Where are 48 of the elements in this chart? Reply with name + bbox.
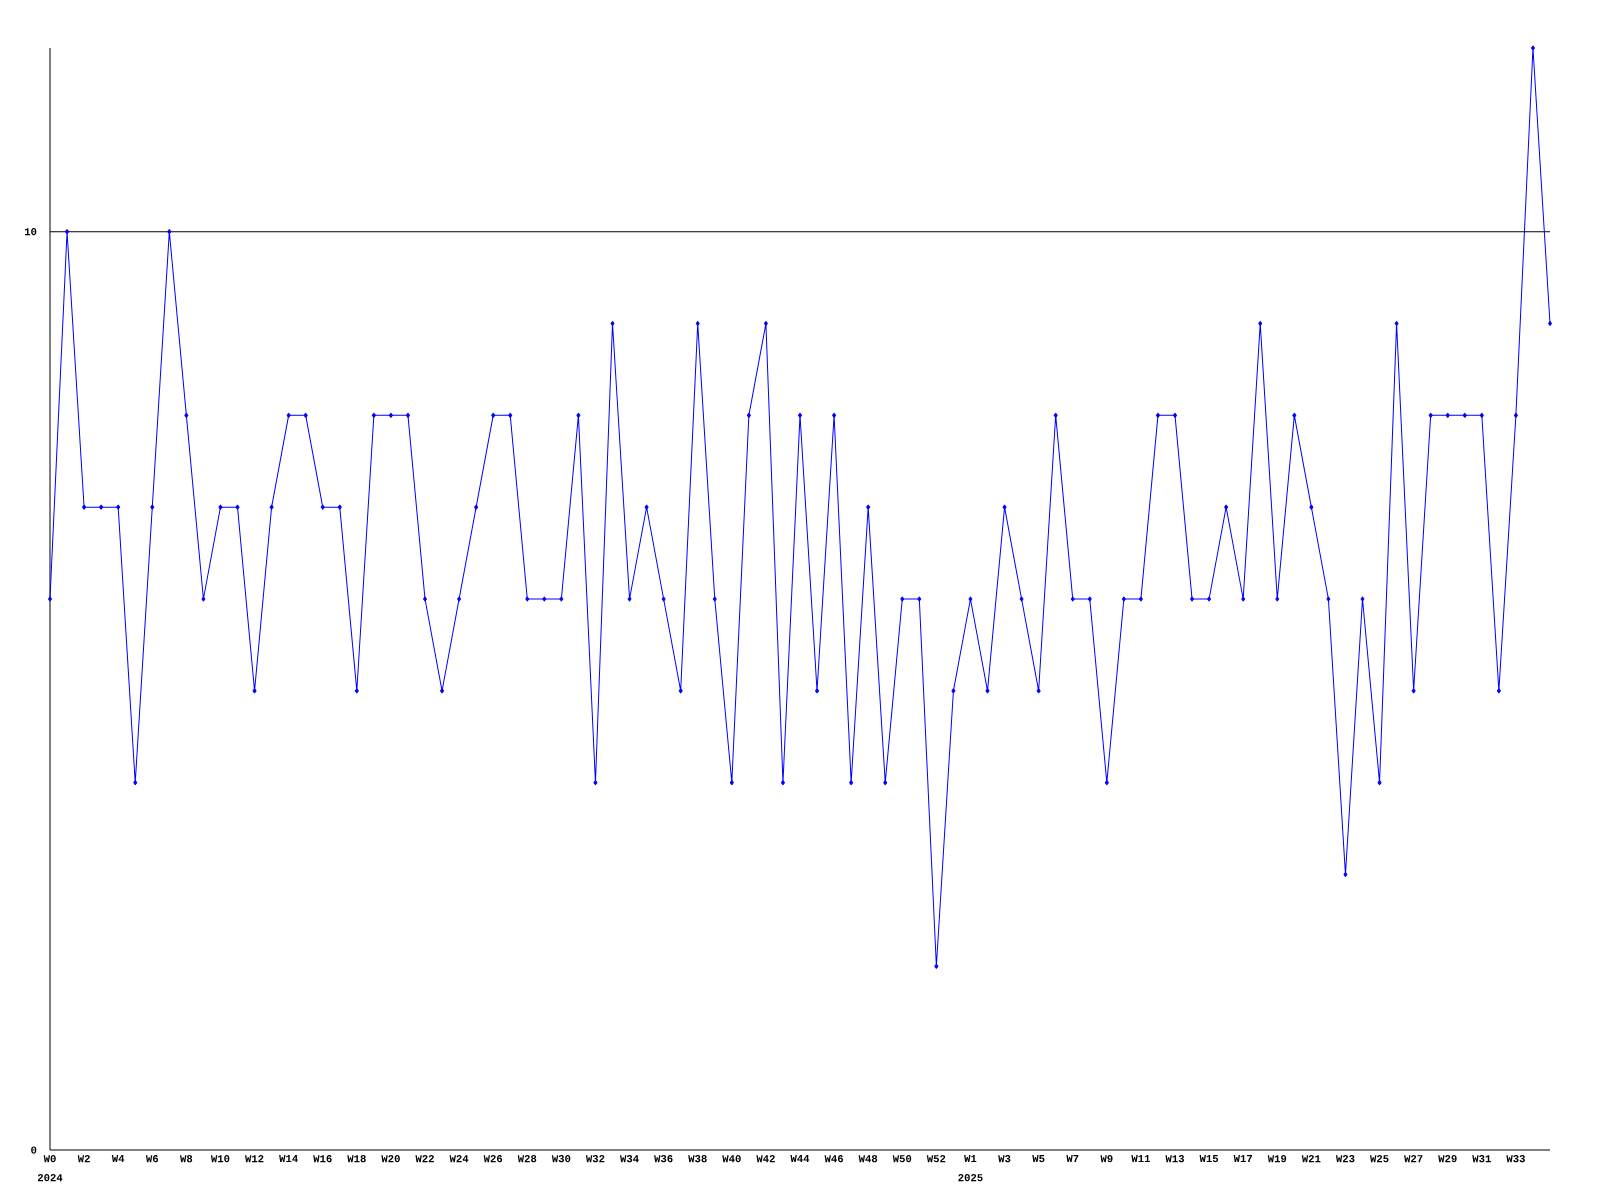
- x-tick-label: W50: [892, 1155, 912, 1163]
- x-tick-label: W24: [449, 1155, 469, 1163]
- x-tick-label: W48: [858, 1155, 878, 1163]
- x-tick-label: W7: [1066, 1155, 1079, 1163]
- x-tick-label: W27: [1404, 1155, 1423, 1163]
- text: 2024: [37, 1174, 63, 1182]
- x-tick-label: W33: [1506, 1155, 1525, 1163]
- x-tick-label: W40: [722, 1155, 741, 1163]
- x-tick-label: W4: [111, 1155, 125, 1163]
- x-tick-label: W0: [43, 1155, 56, 1163]
- text: 2025: [958, 1174, 983, 1182]
- x-tick-label: W17: [1233, 1155, 1253, 1163]
- x-tick-label: W20: [381, 1155, 400, 1163]
- x-tick-label: W31: [1472, 1155, 1491, 1163]
- x-tick-label: W18: [347, 1155, 366, 1163]
- x-tick-label: W10: [210, 1155, 230, 1163]
- x-tick-label: W9: [1100, 1155, 1113, 1163]
- x-tick-label: W13: [1165, 1155, 1185, 1163]
- y-tick-label: 0: [31, 1146, 37, 1154]
- y-tick-label: 10: [24, 228, 37, 236]
- x-tick-label: W32: [585, 1155, 605, 1163]
- x-tick-label: W12: [245, 1155, 264, 1163]
- x-tick-label: W38: [688, 1155, 707, 1163]
- x-tick-label: W11: [1131, 1155, 1150, 1163]
- x-tick-label: W34: [620, 1155, 639, 1163]
- x-tick-label: W25: [1370, 1155, 1389, 1163]
- x-tick-label: W6: [145, 1155, 159, 1163]
- x-tick-label: W14: [279, 1155, 298, 1163]
- x-tick-label: W5: [1032, 1155, 1045, 1163]
- x-tick-label: W23: [1335, 1155, 1355, 1163]
- x-tick-label: W15: [1199, 1155, 1219, 1163]
- x-tick-label: W22: [415, 1155, 434, 1163]
- x-tick-label: W36: [654, 1155, 673, 1163]
- x-tick-label: W44: [790, 1155, 810, 1163]
- x-tick-label: W26: [483, 1155, 503, 1163]
- x-tick-label: W28: [517, 1155, 537, 1163]
- x-tick-label: W8: [180, 1155, 193, 1163]
- x-tick-label: W42: [756, 1155, 775, 1163]
- x-tick-label: W52: [926, 1155, 946, 1163]
- x-tick-label: W3: [998, 1155, 1011, 1163]
- x-tick-label: W2: [77, 1155, 90, 1163]
- x-tick-label: W1: [964, 1155, 977, 1163]
- x-tick-label: W29: [1438, 1155, 1457, 1163]
- x-tick-label: W46: [824, 1155, 844, 1163]
- x-tick-label: W21: [1301, 1155, 1321, 1163]
- x-tick-label: W16: [313, 1155, 332, 1163]
- x-tick-label: W19: [1267, 1155, 1287, 1163]
- x-tick-label: W30: [551, 1155, 571, 1163]
